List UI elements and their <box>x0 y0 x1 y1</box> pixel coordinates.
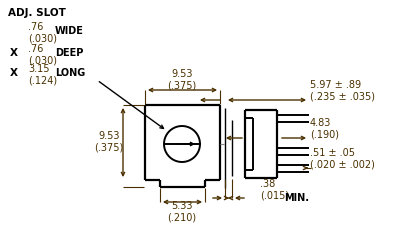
Text: WIDE: WIDE <box>55 26 84 36</box>
Text: 5.33
(.210): 5.33 (.210) <box>168 201 196 223</box>
Text: MIN.: MIN. <box>284 193 309 203</box>
Text: 3.15
(.124): 3.15 (.124) <box>28 64 57 86</box>
Text: LONG: LONG <box>55 68 85 78</box>
Text: .76
(.030): .76 (.030) <box>28 44 57 66</box>
Text: 9.53
(.375): 9.53 (.375) <box>167 69 197 91</box>
Text: .51 ± .05
(.020 ± .002): .51 ± .05 (.020 ± .002) <box>310 148 375 170</box>
Text: 5.97 ± .89
(.235 ± .035): 5.97 ± .89 (.235 ± .035) <box>310 80 375 102</box>
Text: 9.53
(.375): 9.53 (.375) <box>94 131 124 153</box>
Text: .38
(.015): .38 (.015) <box>260 179 289 201</box>
Text: X: X <box>10 68 18 78</box>
Text: X: X <box>10 48 18 58</box>
Text: ADJ. SLOT: ADJ. SLOT <box>8 8 66 18</box>
Text: 4.83
(.190): 4.83 (.190) <box>310 118 339 140</box>
Text: DEEP: DEEP <box>55 48 83 58</box>
Text: .76
(.030): .76 (.030) <box>28 22 57 44</box>
